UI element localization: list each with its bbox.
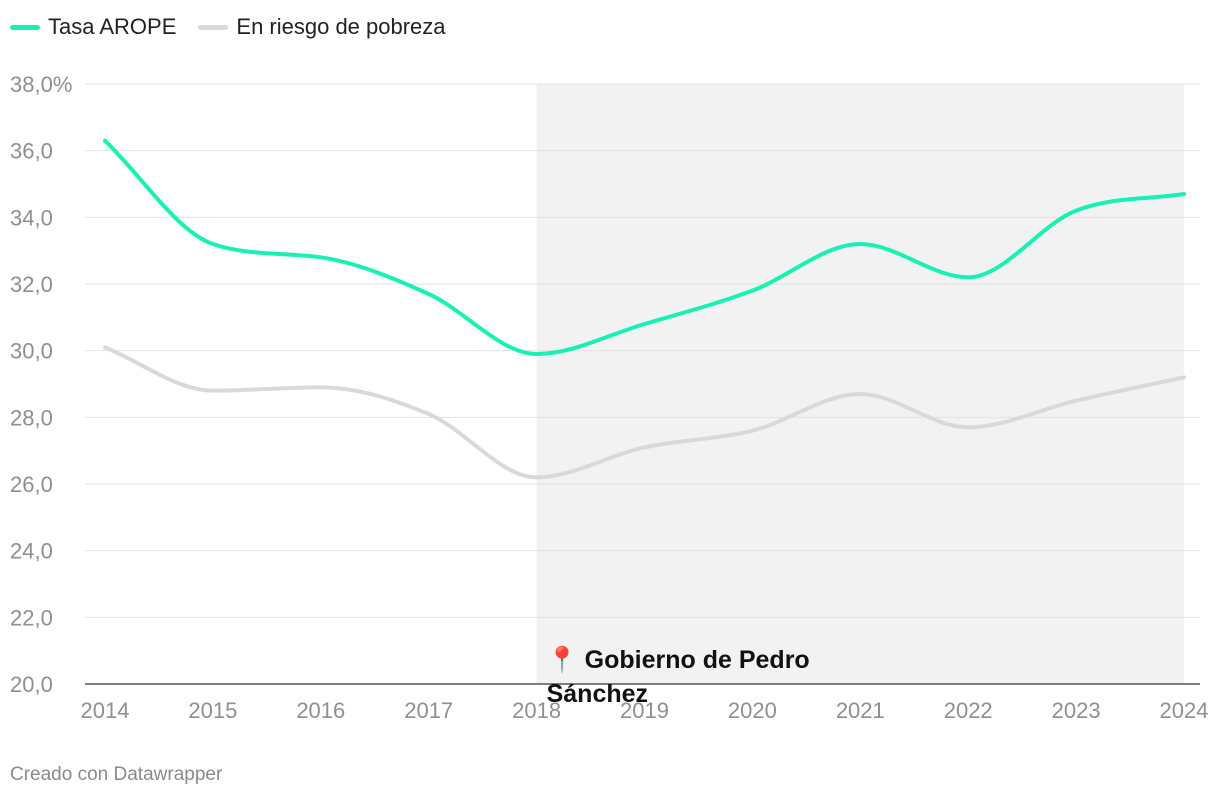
x-tick-label: 2021 bbox=[836, 698, 885, 723]
legend: Tasa AROPE En riesgo de pobreza bbox=[10, 14, 446, 40]
footer-credit[interactable]: Creado con Datawrapper bbox=[10, 764, 223, 785]
legend-label-pobreza: En riesgo de pobreza bbox=[236, 14, 446, 39]
x-tick-label: 2014 bbox=[81, 698, 130, 723]
annotation-line-1: 📍 Gobierno de Pedro bbox=[547, 645, 810, 674]
x-tick-label: 2020 bbox=[728, 698, 777, 723]
series-line-pobreza bbox=[103, 345, 1186, 480]
x-tick-label: 2018 bbox=[512, 698, 561, 723]
x-tick-label: 2015 bbox=[188, 698, 237, 723]
y-tick-label: 24,0 bbox=[10, 539, 53, 564]
y-tick-label: 38,0% bbox=[10, 72, 72, 97]
y-tick-label: 34,0 bbox=[10, 205, 53, 230]
x-tick-label: 2016 bbox=[296, 698, 345, 723]
y-tick-label: 20,0 bbox=[10, 672, 53, 697]
x-tick-label: 2019 bbox=[620, 698, 669, 723]
line-chart: 20,0 22,0 24,0 26,0 28,0 30,0 32,0 34,0 36,0 38,0… bbox=[10, 72, 1209, 723]
y-tick-label: 26,0 bbox=[10, 472, 53, 497]
x-tick-label: 2022 bbox=[944, 698, 993, 723]
legend-label-arope: Tasa AROPE bbox=[48, 14, 177, 39]
legend-swatch-arope bbox=[10, 24, 40, 30]
legend-swatch-pobreza bbox=[198, 24, 229, 30]
series-line-arope bbox=[103, 138, 1186, 356]
annotation-line-2: Sánchez bbox=[547, 680, 648, 708]
x-tick-label: 2024 bbox=[1160, 698, 1209, 723]
y-tick-label: 30,0 bbox=[10, 339, 53, 364]
legend-item-arope[interactable]: Tasa AROPE bbox=[10, 14, 176, 40]
shaded-period bbox=[536, 84, 1184, 684]
y-tick-label: 36,0 bbox=[10, 139, 53, 164]
x-tick-label: 2017 bbox=[404, 698, 453, 723]
y-tick-label: 22,0 bbox=[10, 605, 53, 630]
x-tick-label: 2023 bbox=[1052, 698, 1101, 723]
y-tick-label: 28,0 bbox=[10, 405, 53, 430]
y-tick-label: 32,0 bbox=[10, 272, 53, 297]
legend-item-pobreza[interactable]: En riesgo de pobreza bbox=[198, 14, 446, 40]
